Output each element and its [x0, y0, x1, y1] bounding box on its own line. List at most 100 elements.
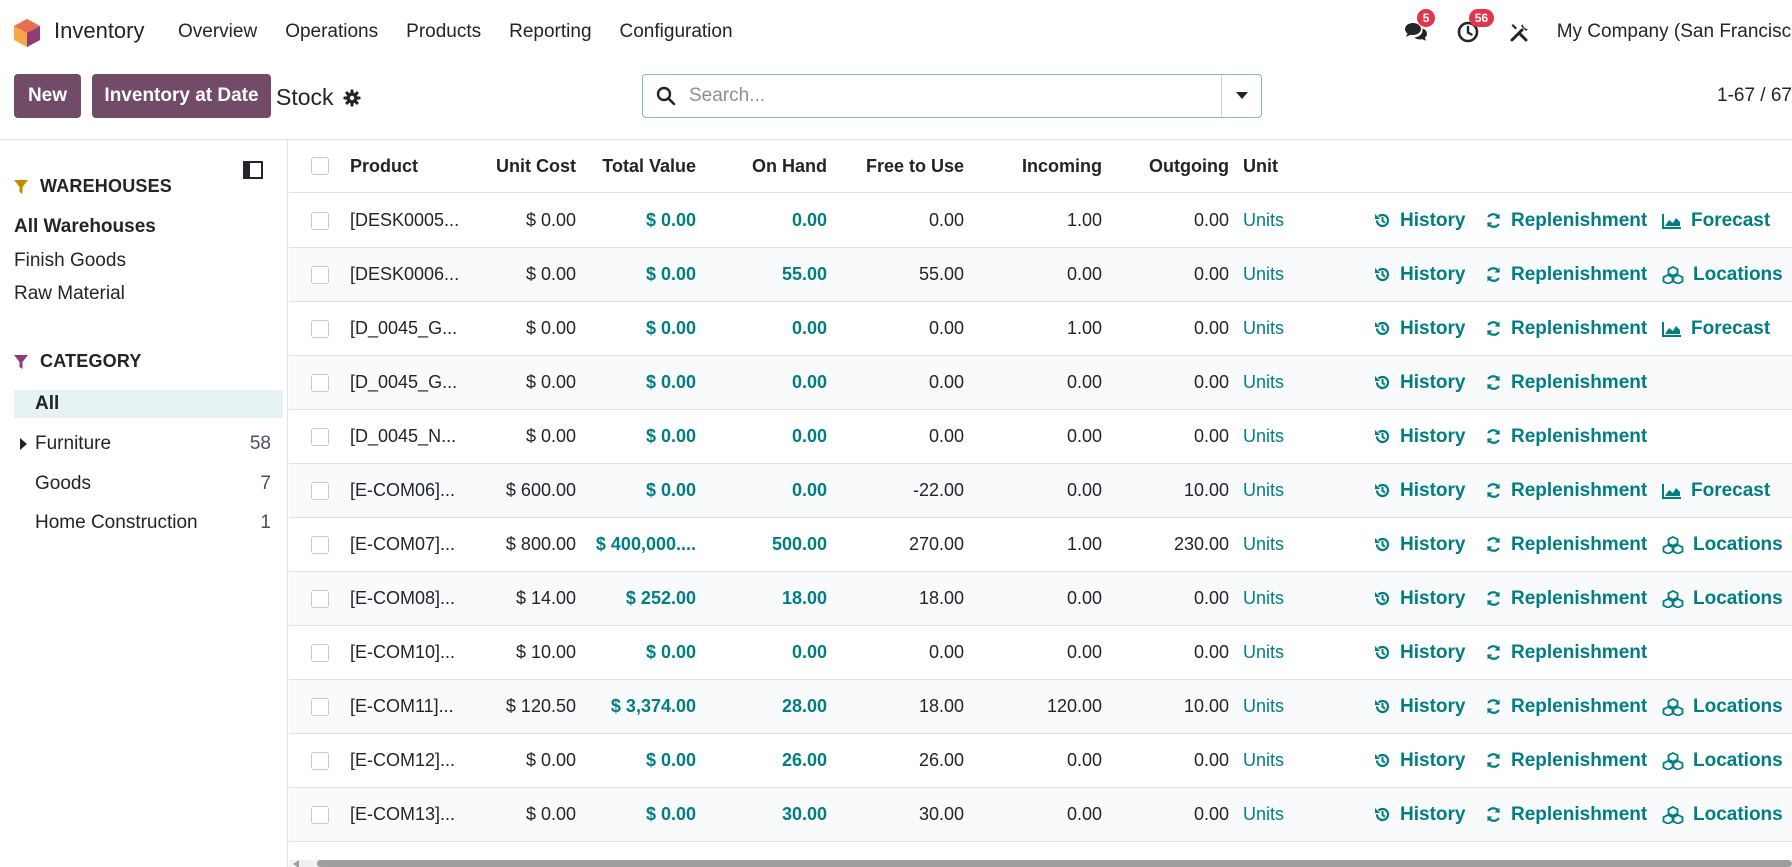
history-button[interactable]: History	[1374, 302, 1465, 355]
replenishment-button[interactable]: Replenishment	[1485, 734, 1647, 787]
total-value-cell[interactable]: $ 0.00	[645, 750, 696, 770]
row-checkbox[interactable]	[311, 643, 329, 662]
on-hand-cell[interactable]: 26.00	[781, 750, 827, 770]
unit-cell[interactable]: Units	[1243, 210, 1285, 230]
history-button[interactable]: History	[1374, 194, 1465, 247]
product-cell[interactable]: [DESK0005...	[350, 210, 460, 230]
pager-value[interactable]: 1-67 / 67	[1717, 85, 1792, 106]
table-row[interactable]: [E-COM13]... $ 0.00 $ 0.00 30.00 30.00 0.00 0.…	[289, 788, 1792, 842]
product-cell[interactable]: [E-COM13]...	[350, 804, 456, 824]
inventory-app-icon[interactable]	[14, 19, 40, 47]
column-on-hand[interactable]: On Hand	[752, 155, 827, 176]
forecast-button[interactable]: Forecast	[1662, 194, 1770, 247]
table-row[interactable]: [D_0045_N... $ 0.00 $ 0.00 0.00 0.00 0.00 0.00…	[289, 410, 1792, 464]
total-value-cell[interactable]: $ 0.00	[645, 642, 696, 662]
menu-products[interactable]: Products	[406, 21, 482, 42]
warehouse-raw-material[interactable]: Raw Material	[14, 283, 125, 304]
row-checkbox[interactable]	[311, 589, 329, 608]
total-value-cell[interactable]: $ 0.00	[645, 480, 696, 500]
total-value-cell[interactable]: $ 400,000....	[595, 534, 696, 554]
row-checkbox[interactable]	[311, 211, 329, 230]
replenishment-button[interactable]: Replenishment	[1485, 248, 1647, 301]
app-name[interactable]: Inventory	[54, 18, 145, 43]
replenishment-button[interactable]: Replenishment	[1485, 788, 1647, 841]
table-row[interactable]: [E-COM08]... $ 14.00 $ 252.00 18.00 18.00 0.0…	[289, 572, 1792, 626]
replenishment-button[interactable]: Replenishment	[1485, 410, 1647, 463]
table-row[interactable]: [E-COM06]... $ 600.00 $ 0.00 0.00 -22.00 0.00…	[289, 464, 1792, 518]
locations-button[interactable]: Locations	[1662, 572, 1783, 625]
on-hand-cell[interactable]: 0.00	[791, 642, 827, 662]
product-cell[interactable]: [E-COM06]...	[350, 480, 456, 500]
row-checkbox[interactable]	[311, 751, 329, 770]
on-hand-cell[interactable]: 30.00	[781, 804, 827, 824]
scroll-left-icon[interactable]	[293, 860, 299, 867]
row-checkbox[interactable]	[311, 373, 329, 392]
total-value-cell[interactable]: $ 252.00	[625, 588, 696, 608]
unit-cell[interactable]: Units	[1243, 642, 1285, 662]
product-cell[interactable]: [E-COM10]...	[350, 642, 456, 662]
category-goods[interactable]: Goods 7	[14, 470, 283, 498]
activities-button[interactable]: 56	[1453, 9, 1495, 47]
replenishment-button[interactable]: Replenishment	[1485, 572, 1647, 625]
forecast-button[interactable]: Forecast	[1662, 464, 1770, 517]
warehouse-finish-goods[interactable]: Finish Goods	[14, 250, 126, 271]
inventory-at-date-button[interactable]: Inventory at Date	[92, 74, 271, 118]
locations-button[interactable]: Locations	[1662, 518, 1783, 571]
table-row[interactable]: [DESK0005... $ 0.00 $ 0.00 0.00 0.00 1.00 0.00…	[289, 194, 1792, 248]
product-cell[interactable]: [D_0045_G...	[350, 372, 458, 392]
category-home-construction[interactable]: Home Construction 1	[14, 509, 283, 537]
gear-icon[interactable]	[343, 89, 361, 107]
replenishment-button[interactable]: Replenishment	[1485, 194, 1647, 247]
messages-button[interactable]: 5	[1401, 9, 1436, 47]
horizontal-scrollbar[interactable]	[289, 860, 1792, 867]
forecast-button[interactable]: Forecast	[1662, 302, 1770, 355]
product-cell[interactable]: [DESK0006...	[350, 264, 460, 284]
total-value-cell[interactable]: $ 0.00	[645, 804, 696, 824]
history-button[interactable]: History	[1374, 410, 1465, 463]
total-value-cell[interactable]: $ 0.00	[645, 264, 696, 284]
column-unit[interactable]: Unit	[1243, 155, 1278, 176]
on-hand-cell[interactable]: 28.00	[781, 696, 827, 716]
on-hand-cell[interactable]: 500.00	[771, 534, 827, 554]
search-input[interactable]	[689, 76, 1221, 116]
history-button[interactable]: History	[1374, 356, 1465, 409]
product-cell[interactable]: [D_0045_G...	[350, 318, 458, 338]
unit-cell[interactable]: Units	[1243, 804, 1285, 824]
row-checkbox[interactable]	[311, 265, 329, 284]
row-checkbox[interactable]	[311, 535, 329, 554]
warehouse-all[interactable]: All Warehouses	[14, 216, 156, 237]
row-checkbox[interactable]	[311, 697, 329, 716]
history-button[interactable]: History	[1374, 734, 1465, 787]
table-row[interactable]: [DESK0006... $ 0.00 $ 0.00 55.00 55.00 0.00 0.…	[289, 248, 1792, 302]
history-button[interactable]: History	[1374, 572, 1465, 625]
new-button[interactable]: New	[14, 74, 81, 118]
menu-reporting[interactable]: Reporting	[509, 21, 592, 42]
row-checkbox[interactable]	[311, 319, 329, 338]
column-incoming[interactable]: Incoming	[1022, 155, 1102, 176]
caret-right-icon[interactable]	[20, 438, 27, 450]
history-button[interactable]: History	[1374, 788, 1465, 841]
table-row[interactable]: [E-COM11]... $ 120.50 $ 3,374.00 28.00 18.00…	[289, 680, 1792, 734]
table-row[interactable]: [E-COM10]... $ 10.00 $ 0.00 0.00 0.00 0.00 0.0…	[289, 626, 1792, 680]
table-row[interactable]: [E-COM07]... $ 800.00 $ 400,000.... 500.00 2…	[289, 518, 1792, 572]
menu-overview[interactable]: Overview	[178, 21, 258, 42]
unit-cell[interactable]: Units	[1243, 588, 1285, 608]
unit-cell[interactable]: Units	[1243, 480, 1285, 500]
product-cell[interactable]: [D_0045_N...	[350, 426, 457, 446]
total-value-cell[interactable]: $ 0.00	[645, 372, 696, 392]
unit-cell[interactable]: Units	[1243, 264, 1285, 284]
history-button[interactable]: History	[1374, 680, 1465, 733]
table-row[interactable]: [E-COM12]... $ 0.00 $ 0.00 26.00 26.00 0.00 0.…	[289, 734, 1792, 788]
menu-operations[interactable]: Operations	[285, 21, 379, 42]
history-button[interactable]: History	[1374, 248, 1465, 301]
total-value-cell[interactable]: $ 0.00	[645, 318, 696, 338]
replenishment-button[interactable]: Replenishment	[1485, 680, 1647, 733]
locations-button[interactable]: Locations	[1662, 680, 1783, 733]
unit-cell[interactable]: Units	[1243, 750, 1285, 770]
column-outgoing[interactable]: Outgoing	[1149, 155, 1229, 176]
on-hand-cell[interactable]: 0.00	[791, 210, 827, 230]
history-button[interactable]: History	[1374, 464, 1465, 517]
column-total-value[interactable]: Total Value	[602, 155, 696, 176]
locations-button[interactable]: Locations	[1662, 248, 1783, 301]
unit-cell[interactable]: Units	[1243, 318, 1285, 338]
